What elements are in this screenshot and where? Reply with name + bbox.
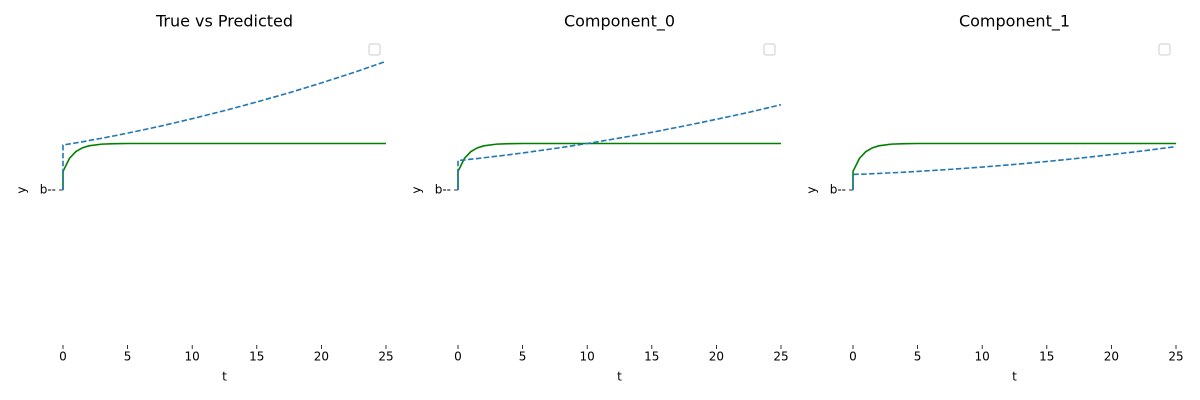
subplot-title: Component_0	[564, 12, 675, 32]
subplot-title: Component_1	[959, 12, 1070, 32]
x-tick-label: 20	[314, 350, 329, 364]
x-tick-label: 15	[249, 350, 264, 364]
x-axis-label: t	[617, 370, 622, 384]
x-tick-label: 5	[124, 350, 132, 364]
series-line	[62, 142, 386, 190]
y-tick-label: b--	[435, 183, 451, 197]
series-line	[457, 103, 782, 190]
legend	[368, 43, 381, 56]
legend	[1158, 43, 1171, 56]
legend	[763, 43, 776, 56]
series-line	[62, 60, 387, 190]
x-tick-label: 20	[1104, 350, 1119, 364]
series-line	[852, 145, 1177, 190]
y-tick-label: b--	[40, 183, 56, 197]
x-tick-label: 0	[454, 350, 462, 364]
x-tick-label: 20	[709, 350, 724, 364]
x-tick-label: 25	[378, 350, 393, 364]
x-tick-label: 10	[580, 350, 595, 364]
subplot-title: True vs Predicted	[155, 12, 293, 31]
subplot: Component_1 0 5 10 15 20 25 b-- t y	[805, 12, 1184, 384]
x-tick-label: 5	[914, 350, 922, 364]
x-axis-label: t	[1012, 370, 1017, 384]
y-axis-label: y	[805, 186, 819, 193]
x-tick-label: 15	[1039, 350, 1054, 364]
y-axis-label: y	[410, 186, 424, 193]
x-tick-label: 25	[1168, 350, 1183, 364]
series-line	[852, 142, 1176, 190]
x-axis-label: t	[222, 370, 227, 384]
x-tick-label: 10	[185, 350, 200, 364]
y-axis-label: y	[15, 186, 29, 193]
x-tick-label: 5	[519, 350, 527, 364]
subplot: True vs Predicted 0 5 10 15 20 25 b-- t y	[15, 12, 394, 384]
x-tick-label: 10	[975, 350, 990, 364]
x-tick-label: 25	[773, 350, 788, 364]
x-tick-label: 0	[59, 350, 67, 364]
x-tick-label: 0	[849, 350, 857, 364]
series-line	[457, 142, 781, 190]
subplot: Component_0 0 5 10 15 20 25 b-- t y	[410, 12, 789, 384]
x-tick-label: 15	[644, 350, 659, 364]
y-tick-label: b--	[830, 183, 846, 197]
